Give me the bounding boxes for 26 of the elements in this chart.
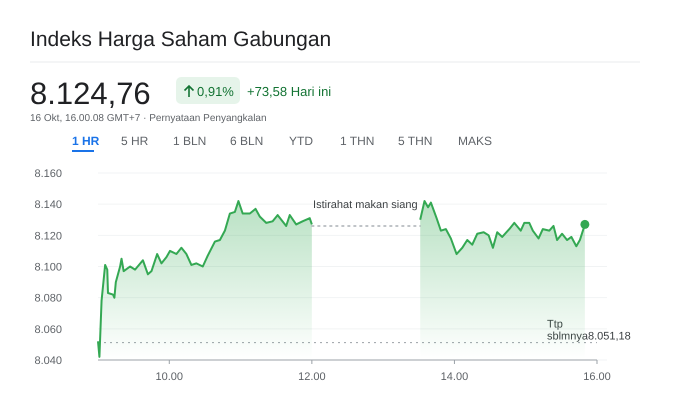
y-tick-label: 8.120 [34,230,62,242]
text: 6 BLN [230,134,264,148]
x-tick-label: 12.00 [298,371,326,383]
text: 1 THN [340,134,374,148]
x-tick-label: 16.00 [583,371,611,383]
text: YTD [289,134,314,148]
y-tick-label: 8.100 [34,262,62,274]
text: 1 BLN [173,134,206,148]
y-tick-label: 8.140 [34,199,62,212]
ref-line-label: Ttp sblmnya8.051,18 [547,318,631,343]
text: 5 HR [121,134,149,148]
text: 0,91% [197,84,234,99]
y-tick-label: 8.160 [34,168,62,180]
text: 1 HR [72,134,100,148]
y-tick-label: 8.080 [34,292,62,305]
y-tick-label: 8.060 [34,324,62,336]
text: 8.124,76 [30,76,151,111]
chart-title: Indeks Harga Saham Gabungan [30,28,332,51]
x-tick-label: 14.00 [440,371,468,383]
text: 16 Okt, 16.00.08 GMT+7 · Pernyataan Penyangkalan [30,113,267,124]
text: 5 THN [398,134,432,148]
annotation: Istirahat makan siang [313,198,418,211]
x-tick-label: 10.00 [156,371,184,383]
text: +73,58 Hari ini [247,84,332,99]
text: MAKS [458,134,492,148]
y-tick-label: 8.040 [34,355,62,367]
